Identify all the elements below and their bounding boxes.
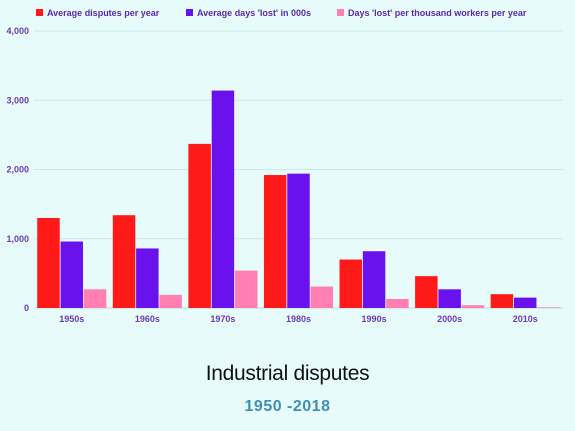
y-axis-ticks: 0 1,000 2,000 3,000 4,000 — [6, 26, 29, 313]
chart-title: Industrial disputes — [205, 362, 370, 385]
bar-1990s-series-1 — [339, 259, 363, 308]
x-tick-label: 1950s — [59, 314, 84, 324]
bar-2000s-series-1 — [415, 276, 438, 308]
y-tick-label: 3,000 — [6, 95, 29, 105]
legend-label-1: Average disputes per year — [47, 8, 160, 18]
bar-2010s-series-1 — [490, 294, 514, 308]
bar-2010s-series-3 — [537, 307, 560, 308]
x-tick-label: 2000s — [437, 314, 462, 324]
bar-1960s-series-3 — [159, 294, 182, 308]
bar-chart: 0 1,000 2,000 3,000 4,000 1950s 1960s 1970s 198… — [6, 8, 563, 324]
x-tick-label: 1990s — [362, 314, 387, 324]
legend-label-3: Days 'lost' per thousand workers per yea… — [348, 8, 527, 18]
bar-1980s-series-3 — [310, 286, 334, 308]
bars — [37, 90, 560, 309]
bar-1980s-series-1 — [263, 175, 287, 308]
bar-1960s-series-1 — [112, 215, 136, 308]
legend-label-2: Average days 'lost' in 000s — [197, 8, 311, 18]
bar-2000s-series-2 — [438, 289, 461, 308]
bar-1990s-series-2 — [362, 251, 386, 308]
y-tick-label: 0 — [24, 303, 29, 313]
bar-1970s-series-2 — [211, 90, 235, 309]
x-tick-label: 1970s — [210, 314, 235, 324]
y-tick-label: 1,000 — [6, 234, 29, 244]
x-tick-label: 1980s — [286, 314, 311, 324]
bar-1970s-series-3 — [234, 270, 258, 308]
bar-1960s-series-2 — [136, 248, 159, 308]
bar-1950s-series-1 — [37, 217, 60, 308]
y-tick-label: 4,000 — [6, 26, 29, 36]
bar-1990s-series-3 — [386, 298, 409, 308]
x-tick-label: 2010s — [513, 314, 538, 324]
legend: Average disputes per year Average days 'l… — [36, 8, 527, 18]
legend-swatch-1 — [36, 9, 43, 16]
x-tick-label: 1960s — [135, 314, 160, 324]
bar-1980s-series-2 — [287, 173, 310, 308]
chart-subtitle: 1950 -2018 — [244, 398, 331, 415]
bar-2010s-series-2 — [513, 297, 537, 308]
bar-1970s-series-1 — [188, 143, 211, 308]
bar-1950s-series-3 — [83, 289, 107, 308]
bar-1950s-series-2 — [60, 241, 84, 308]
legend-swatch-3 — [337, 9, 344, 16]
bar-2000s-series-3 — [461, 305, 485, 308]
legend-swatch-2 — [186, 9, 193, 16]
y-tick-label: 2,000 — [6, 165, 29, 175]
x-axis-ticks: 1950s 1960s 1970s 1980s 1990s 2000s 2010s — [59, 314, 537, 324]
